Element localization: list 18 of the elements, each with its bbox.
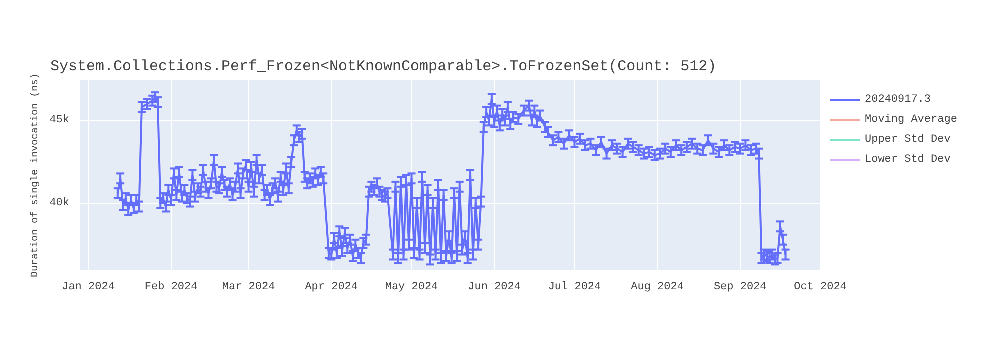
y-tick-label: 40k (50, 197, 70, 210)
x-tick-label: Feb 2024 (144, 282, 198, 294)
x-tick-label: May 2024 (385, 282, 439, 294)
legend-label: 20240917.3 (865, 93, 932, 107)
y-tick-label: 45k (50, 114, 70, 127)
x-tick-label: Oct 2024 (794, 282, 848, 294)
legend-label: Moving Average (865, 113, 958, 127)
x-tick-label: Aug 2024 (631, 282, 684, 294)
x-tick-label: Jun 2024 (468, 282, 522, 294)
chart-title: System.Collections.Perf_Frozen<NotKnownComparable>.ToFrozenSet(Count: 512) (50, 58, 717, 76)
x-tick-label: Jul 2024 (548, 282, 602, 294)
legend-label: Lower Std Dev (865, 153, 951, 167)
x-tick-label: Apr 2024 (305, 282, 358, 294)
legend-label: Upper Std Dev (865, 133, 951, 147)
y-axis-title: Duration of single invocation (ns) (30, 73, 42, 278)
x-tick-label: Jan 2024 (62, 282, 116, 294)
x-tick-label: Sep 2024 (714, 282, 768, 294)
x-tick-label: Mar 2024 (222, 282, 276, 294)
